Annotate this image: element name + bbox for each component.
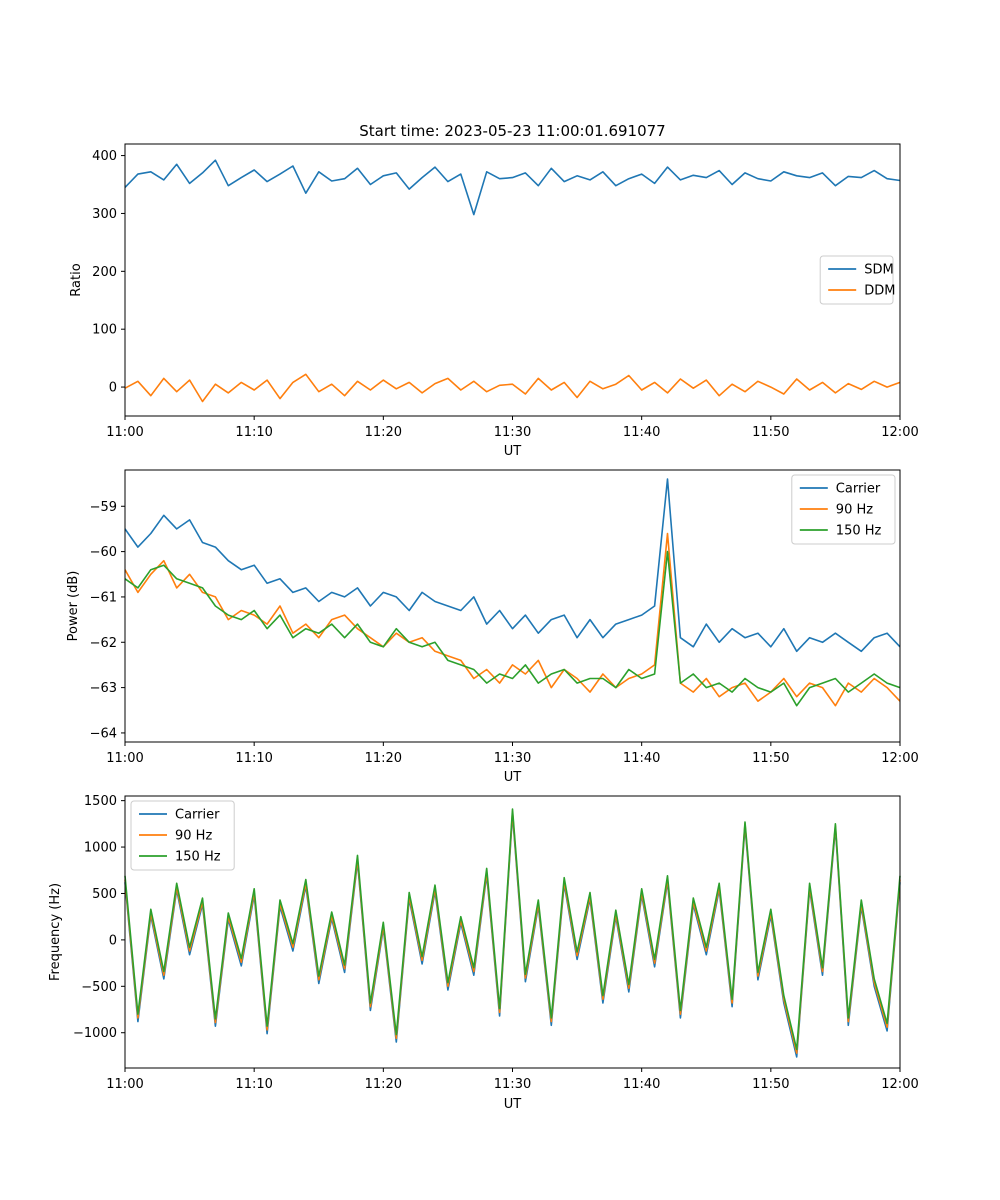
frequency-series-layer — [124, 808, 901, 1058]
power-series-150-hz — [124, 550, 901, 707]
figure-title: Start time: 2023-05-23 11:00:01.691077 — [359, 122, 665, 140]
frequency-legend-label-90-hz: 90 Hz — [175, 829, 212, 844]
ratio-series-sdm — [124, 159, 901, 216]
ratio-panel: 11:00 11:10 11:20 11:30 11:40 11:50 12:00 0 100… — [69, 143, 919, 459]
ratio-x-tick-label: 11:20 — [365, 425, 402, 440]
power-x-tick-label: 11:20 — [365, 751, 402, 766]
frequency-y-tick-label: 500 — [92, 887, 117, 902]
frequency-x-tick-label: 11:20 — [365, 1077, 402, 1092]
ratio-legend-box — [819, 255, 894, 305]
ratio-y-tick-label: 200 — [92, 265, 117, 280]
power-legend-label-90-hz: 90 Hz — [836, 503, 873, 518]
frequency-x-tick-label: 11:10 — [235, 1077, 272, 1092]
frequency-x-tick-label: 11:50 — [752, 1077, 789, 1092]
power-series-carrier — [124, 478, 901, 653]
ratio-y-ticks: 0 100 200 300 400 — [92, 149, 125, 396]
frequency-x-axis-label: UT — [504, 1097, 522, 1112]
power-x-tick-label: 11:30 — [494, 751, 531, 766]
frequency-legend-label-carrier: Carrier — [175, 808, 220, 823]
frequency-legend: Carrier 90 Hz 150 Hz — [130, 800, 235, 871]
ratio-x-axis-label: UT — [504, 444, 522, 459]
ratio-legend-label-ddm: DDM — [864, 284, 895, 299]
ratio-series-layer — [124, 159, 901, 403]
frequency-x-tick-label: 11:00 — [106, 1077, 143, 1092]
power-x-axis-label: UT — [504, 770, 522, 785]
frequency-y-axis-label: Frequency (Hz) — [48, 883, 63, 981]
frequency-legend-label-150-hz: 150 Hz — [175, 850, 221, 865]
frequency-x-tick-label: 11:40 — [623, 1077, 660, 1092]
frequency-x-tick-label: 12:00 — [881, 1077, 918, 1092]
ratio-legend-label-sdm: SDM — [864, 263, 893, 278]
power-panel: 11:00 11:10 11:20 11:30 11:40 11:50 12:00 −59−… — [66, 469, 919, 785]
power-legend: Carrier 90 Hz 150 Hz — [791, 474, 896, 545]
frequency-panel: 11:00 11:10 11:20 11:30 11:40 11:50 12:00 1500… — [48, 794, 919, 1112]
ratio-x-tick-label: 11:00 — [106, 425, 143, 440]
power-y-tick-label: −64 — [90, 726, 117, 741]
power-legend-box — [791, 474, 896, 545]
frequency-y-tick-label: −1000 — [73, 1026, 117, 1041]
ratio-x-tick-label: 11:50 — [752, 425, 789, 440]
ratio-x-tick-label: 11:30 — [494, 425, 531, 440]
power-y-tick-label: −61 — [90, 590, 117, 605]
frequency-y-tick-label: 1500 — [84, 794, 117, 809]
ratio-series-ddm — [124, 373, 901, 403]
frequency-y-tick-label: −500 — [81, 980, 117, 995]
power-x-tick-label: 11:00 — [106, 751, 143, 766]
ratio-x-tick-label: 11:40 — [623, 425, 660, 440]
frequency-legend-box — [130, 800, 235, 871]
ratio-y-tick-label: 400 — [92, 149, 117, 164]
frequency-y-tick-label: 1000 — [84, 841, 117, 856]
power-x-ticks: 11:00 11:10 11:20 11:30 11:40 11:50 12:00 — [106, 742, 919, 766]
ratio-y-tick-label: 0 — [109, 381, 117, 396]
ratio-y-tick-label: 100 — [92, 323, 117, 338]
power-y-tick-label: −59 — [90, 500, 117, 515]
frequency-y-ticks: 1500 1000 500 0 −500 −1000 — [73, 794, 125, 1041]
ratio-y-axis-label: Ratio — [69, 263, 84, 296]
power-y-tick-label: −60 — [90, 545, 117, 560]
frequency-y-tick-label: 0 — [109, 933, 117, 948]
power-x-tick-label: 11:10 — [235, 751, 272, 766]
power-series-layer — [124, 478, 901, 707]
power-y-ticks: −59 −60 −61 −62 −63 −64 — [90, 500, 125, 741]
power-legend-label-carrier: Carrier — [836, 482, 881, 497]
frequency-x-ticks: 11:00 11:10 11:20 11:30 11:40 11:50 12:00 — [106, 1068, 919, 1092]
ratio-x-tick-label: 11:10 — [235, 425, 272, 440]
ratio-x-tick-label: 12:00 — [881, 425, 918, 440]
ratio-legend: SDM DDM — [819, 255, 895, 305]
power-y-tick-label: −62 — [90, 636, 117, 651]
frequency-series-150-hz — [124, 808, 901, 1051]
frequency-x-tick-label: 11:30 — [494, 1077, 531, 1092]
power-y-tick-label: −63 — [90, 681, 117, 696]
ratio-x-ticks: 11:00 11:10 11:20 11:30 11:40 11:50 12:00 — [106, 416, 919, 440]
power-x-tick-label: 12:00 — [881, 751, 918, 766]
ratio-y-tick-label: 300 — [92, 207, 117, 222]
power-x-tick-label: 11:50 — [752, 751, 789, 766]
power-x-tick-label: 11:40 — [623, 751, 660, 766]
power-legend-label-150-hz: 150 Hz — [836, 524, 882, 539]
power-y-axis-label: Power (dB) — [66, 571, 81, 642]
